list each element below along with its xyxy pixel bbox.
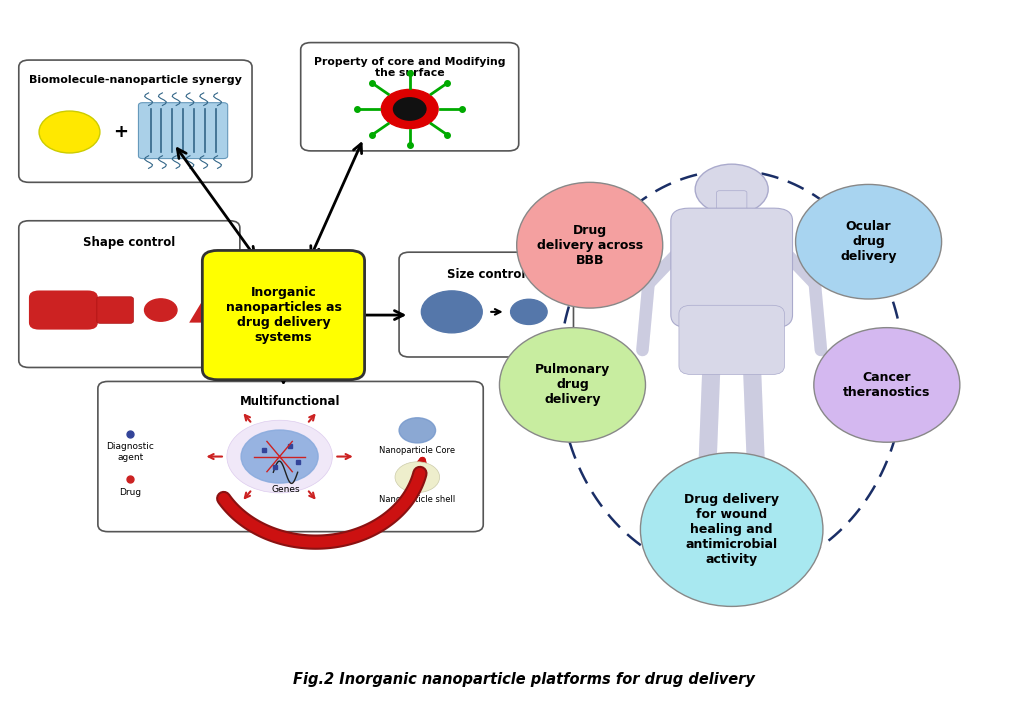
- Circle shape: [510, 299, 548, 325]
- Ellipse shape: [814, 327, 959, 443]
- Text: Drug delivery
for wound
healing and
antimicrobial
activity: Drug delivery for wound healing and anti…: [684, 493, 779, 566]
- Text: Multifunctional: Multifunctional: [240, 395, 341, 409]
- Text: Nanoparticle shell: Nanoparticle shell: [379, 496, 455, 504]
- Text: Pulmonary
drug
delivery: Pulmonary drug delivery: [535, 363, 610, 407]
- FancyBboxPatch shape: [139, 103, 228, 158]
- Text: Drug
delivery across
BBB: Drug delivery across BBB: [536, 223, 643, 267]
- Circle shape: [227, 420, 332, 493]
- Circle shape: [421, 291, 482, 333]
- Circle shape: [395, 462, 440, 493]
- Circle shape: [400, 418, 436, 443]
- FancyBboxPatch shape: [19, 221, 240, 368]
- FancyBboxPatch shape: [671, 208, 793, 327]
- Text: Diagnostic
agent: Diagnostic agent: [107, 443, 154, 462]
- Circle shape: [381, 89, 438, 129]
- Text: Nanoparticle Core: Nanoparticle Core: [379, 445, 455, 455]
- Ellipse shape: [796, 185, 942, 299]
- Circle shape: [145, 299, 177, 321]
- Circle shape: [393, 98, 426, 120]
- Text: Shape control: Shape control: [83, 236, 176, 249]
- Text: Fig.2 Inorganic nanoparticle platforms for drug delivery: Fig.2 Inorganic nanoparticle platforms f…: [293, 672, 755, 687]
- FancyBboxPatch shape: [19, 60, 252, 182]
- FancyBboxPatch shape: [29, 291, 98, 329]
- FancyBboxPatch shape: [98, 382, 483, 532]
- Ellipse shape: [500, 327, 646, 443]
- Text: Property of core and Modifying
the surface: Property of core and Modifying the surfa…: [314, 57, 505, 78]
- Text: +: +: [113, 123, 127, 141]
- Circle shape: [696, 164, 768, 214]
- Circle shape: [241, 430, 318, 483]
- Text: Size control: Size control: [447, 267, 526, 281]
- Text: Biomolecule-nanoparticle synergy: Biomolecule-nanoparticle synergy: [29, 76, 242, 86]
- Polygon shape: [189, 298, 219, 322]
- FancyBboxPatch shape: [716, 191, 747, 224]
- Ellipse shape: [516, 182, 662, 308]
- FancyBboxPatch shape: [400, 252, 573, 357]
- Text: Genes: Genes: [271, 485, 300, 494]
- FancyBboxPatch shape: [301, 42, 519, 151]
- Text: Drug: Drug: [119, 488, 142, 496]
- Text: Ocular
drug
delivery: Ocular drug delivery: [840, 220, 897, 263]
- FancyBboxPatch shape: [202, 250, 364, 380]
- Ellipse shape: [641, 452, 823, 607]
- Text: Inorganic
nanoparticles as
drug delivery
systems: Inorganic nanoparticles as drug delivery…: [226, 286, 342, 344]
- Circle shape: [39, 111, 100, 153]
- FancyBboxPatch shape: [679, 305, 785, 375]
- Text: Cancer
theranostics: Cancer theranostics: [844, 371, 930, 399]
- FancyBboxPatch shape: [97, 297, 134, 323]
